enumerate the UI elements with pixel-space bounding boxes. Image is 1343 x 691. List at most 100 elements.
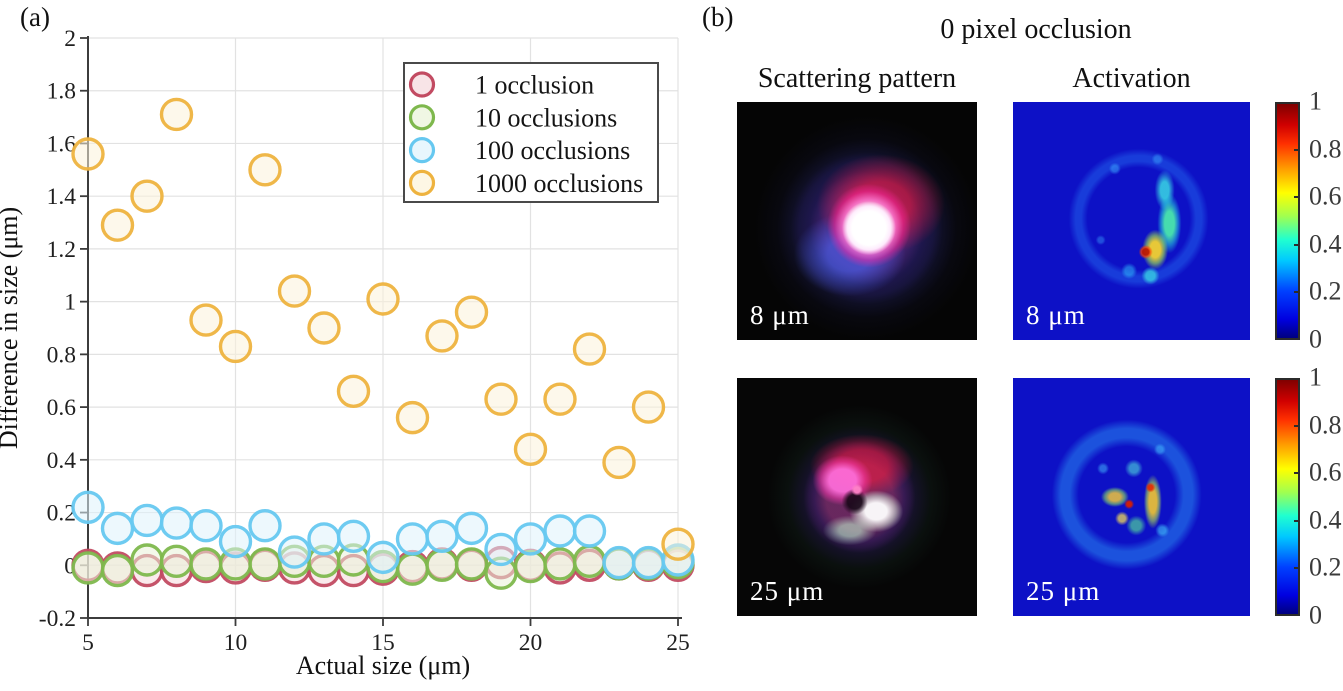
legend-label: 1 occlusion (475, 71, 594, 100)
column-header-activation: Activation (1072, 63, 1191, 94)
y-tick-label: 1.4 (47, 184, 77, 210)
marker-1000-occlusions (454, 295, 489, 329)
marker-10-occlusions (395, 552, 430, 586)
x-tick-label: 10 (224, 630, 248, 656)
marker-1000-occlusions (100, 208, 135, 242)
x-tick-label: 25 (666, 630, 690, 656)
legend-label: 100 occlusions (475, 136, 630, 165)
colorbar-tick-label: 0 (1309, 324, 1322, 354)
y-tick-label: 1.8 (47, 79, 76, 105)
colorbar-tick-mark (1294, 196, 1300, 199)
y-tick-label: 1.6 (47, 131, 77, 157)
marker-1000-occlusions (159, 97, 194, 132)
size-label-25um: 25 μm (750, 576, 825, 606)
colorbar-tick-mark (1294, 148, 1300, 151)
activation-heatmap-image-25um: 25 μm (1013, 378, 1250, 616)
x-tick-label: 5 (82, 630, 94, 656)
x-tick-label: 20 (519, 630, 543, 656)
column-header-scattering-pattern: Scattering pattern (757, 63, 957, 94)
marker-10-occlusions (425, 548, 459, 582)
activation-heatmap-image-8um: 8 μm (1013, 102, 1250, 340)
y-tick-label: 1.2 (47, 237, 76, 263)
marker-100-occlusions (631, 545, 666, 580)
marker-100-occlusions (513, 522, 548, 556)
colorbar-tick-label: 0.6 (1309, 457, 1342, 487)
marker-1000-occlusions (366, 282, 400, 316)
y-tick-label: 1 (64, 290, 76, 316)
panel-a-letter: (a) (20, 2, 50, 32)
marker-10-occlusions (572, 544, 607, 579)
marker-10-occlusions (248, 547, 282, 581)
marker-100-occlusions (543, 514, 577, 548)
marker-1000-occlusions (307, 311, 341, 345)
colorbar-tick-label: 1 (1309, 362, 1322, 392)
colorbar-tick-mark (1294, 424, 1300, 427)
colorbar-tick-mark (1294, 472, 1300, 475)
marker-100-occlusions (277, 535, 312, 569)
legend-marker-1-occlusion (408, 71, 436, 98)
marker-100-occlusions (602, 545, 636, 580)
y-tick-label: 0.4 (47, 448, 77, 474)
marker-10-occlusions (130, 543, 164, 577)
marker-100-occlusions (395, 522, 430, 556)
marker-100-occlusions (336, 519, 371, 553)
panel-b-letter: (b) (702, 2, 734, 32)
y-tick-label: 0 (64, 553, 76, 579)
colorbar-tick-label: 0.2 (1309, 552, 1342, 582)
marker-1000-occlusions (513, 432, 548, 466)
marker-100-occlusions (71, 490, 105, 524)
panel-b-title: 0 pixel occlusion (940, 14, 1132, 45)
marker-10-occlusions (71, 551, 105, 585)
marker-100-occlusions (189, 509, 223, 543)
colorbar-tick-label: 0.8 (1309, 409, 1342, 439)
marker-10-occlusions (543, 547, 577, 581)
colorbar-tick-mark (1294, 567, 1300, 570)
colorbar-tick-label: 0.4 (1309, 505, 1342, 535)
colorbar-tick-label: 0 (1309, 600, 1322, 630)
x-axis-label: Actual size (μm) (296, 651, 470, 680)
marker-100-occlusions (366, 540, 400, 575)
marker-1000-occlusions (71, 137, 105, 171)
marker-1000-occlusions (130, 179, 164, 213)
marker-1000-occlusions (484, 382, 518, 416)
size-label-25um: 25 μm (1026, 576, 1101, 606)
legend-label: 1000 occlusions (475, 169, 643, 198)
marker-1000-occlusions (189, 303, 223, 337)
colorbar-tick-label: 0.2 (1309, 276, 1342, 306)
marker-1000-occlusions (395, 400, 430, 435)
marker-1000-occlusions (336, 374, 371, 408)
colorbar-tick-mark (1294, 291, 1300, 294)
colorbar-tick-label: 0.4 (1309, 229, 1342, 259)
marker-1000-occlusions (425, 319, 459, 353)
legend-box (403, 62, 659, 203)
legend-label: 10 occlusions (475, 103, 617, 132)
size-label-8um: 8 μm (750, 300, 810, 330)
legend-marker-100-occlusions (408, 137, 436, 164)
colorbar-tick-label: 1 (1309, 86, 1322, 116)
marker-1000-occlusions (277, 274, 312, 308)
marker-100-occlusions (159, 506, 194, 540)
y-tick-label: -0.2 (39, 606, 76, 632)
marker-100-occlusions (425, 519, 459, 553)
colorbar-tick-mark (1294, 243, 1300, 246)
panel-a-scatter-plot: -0.200.20.40.60.811.21.41.61.825 10 15 20 25… (0, 26, 695, 680)
marker-100-occlusions (218, 524, 253, 559)
marker-1000-occlusions (631, 390, 666, 424)
marker-100-occlusions (454, 511, 489, 546)
marker-100-occlusions (307, 522, 341, 556)
marker-10-occlusions (513, 549, 548, 584)
marker-1000-occlusions (661, 527, 695, 561)
y-axis-label: Difference in size (μm) (0, 207, 23, 449)
y-tick-label: 0.2 (47, 501, 76, 527)
scattering-pattern-image-8um: 8 μm (737, 102, 977, 340)
colorbar-top (1275, 102, 1300, 340)
marker-100-occlusions (100, 511, 135, 546)
marker-1000-occlusions (543, 382, 577, 416)
scattering-pattern-image-25um: 25 μm (737, 378, 977, 616)
marker-10-occlusions (159, 544, 194, 579)
colorbar-bottom (1275, 378, 1300, 616)
marker-1000-occlusions (572, 332, 607, 366)
y-tick-label: 0.6 (47, 395, 77, 421)
x-tick-label: 15 (371, 630, 395, 656)
